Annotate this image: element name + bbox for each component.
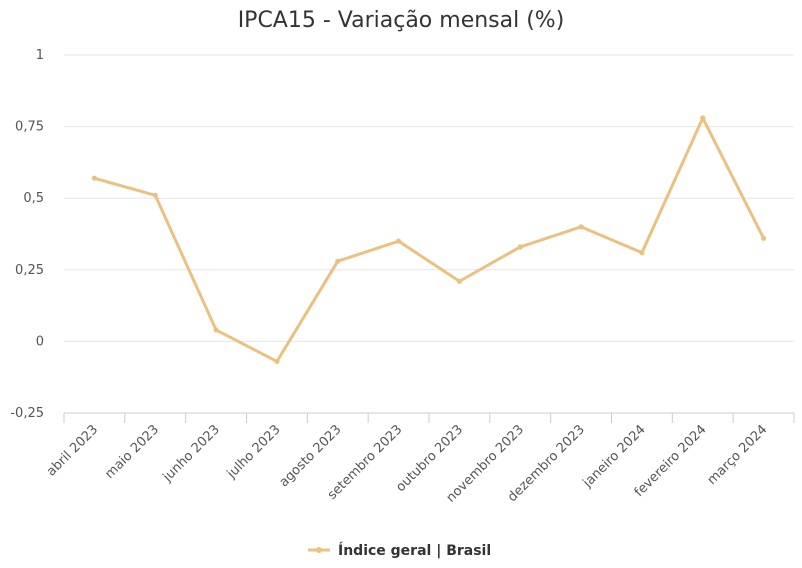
series-line [92,116,766,363]
x-tick-label: agosto 2023 [277,422,345,490]
legend[interactable]: Índice geral | Brasil [308,542,491,559]
series-group [91,115,767,365]
data-point[interactable] [213,327,219,333]
data-point[interactable] [274,358,280,365]
data-point[interactable] [395,238,402,244]
y-tick-label: 0 [36,334,44,349]
y-axis-tick-labels: -0,25 0 0,25 0,5 0,75 1 [10,48,44,421]
data-point[interactable] [700,115,706,121]
data-point[interactable] [760,235,767,241]
data-point[interactable] [91,175,98,181]
y-tick-label: 0,75 [15,120,44,135]
legend-label[interactable]: Índice geral | Brasil [338,542,491,559]
y-tick-label: -0,25 [10,406,44,421]
x-tick-label: julho 2023 [224,422,284,482]
x-tick-label: março 2024 [705,422,771,488]
chart-title: IPCA15 - Variação mensal (%) [238,8,565,33]
x-tick-label: janeiro 2024 [580,422,649,491]
data-point[interactable] [517,244,523,250]
data-point[interactable] [152,192,158,198]
data-point[interactable] [335,258,341,264]
data-point[interactable] [639,250,645,256]
y-tick-label: 0,5 [23,191,44,206]
data-point[interactable] [578,224,584,230]
x-tick-label: junho 2023 [160,422,223,485]
y-tick-label: 1 [36,48,44,63]
x-tick-label: maio 2023 [102,422,162,482]
legend-marker [316,547,322,553]
y-tick-label: 0,25 [15,263,44,278]
x-tick-label: abril 2023 [44,422,101,479]
data-point[interactable] [456,278,463,284]
